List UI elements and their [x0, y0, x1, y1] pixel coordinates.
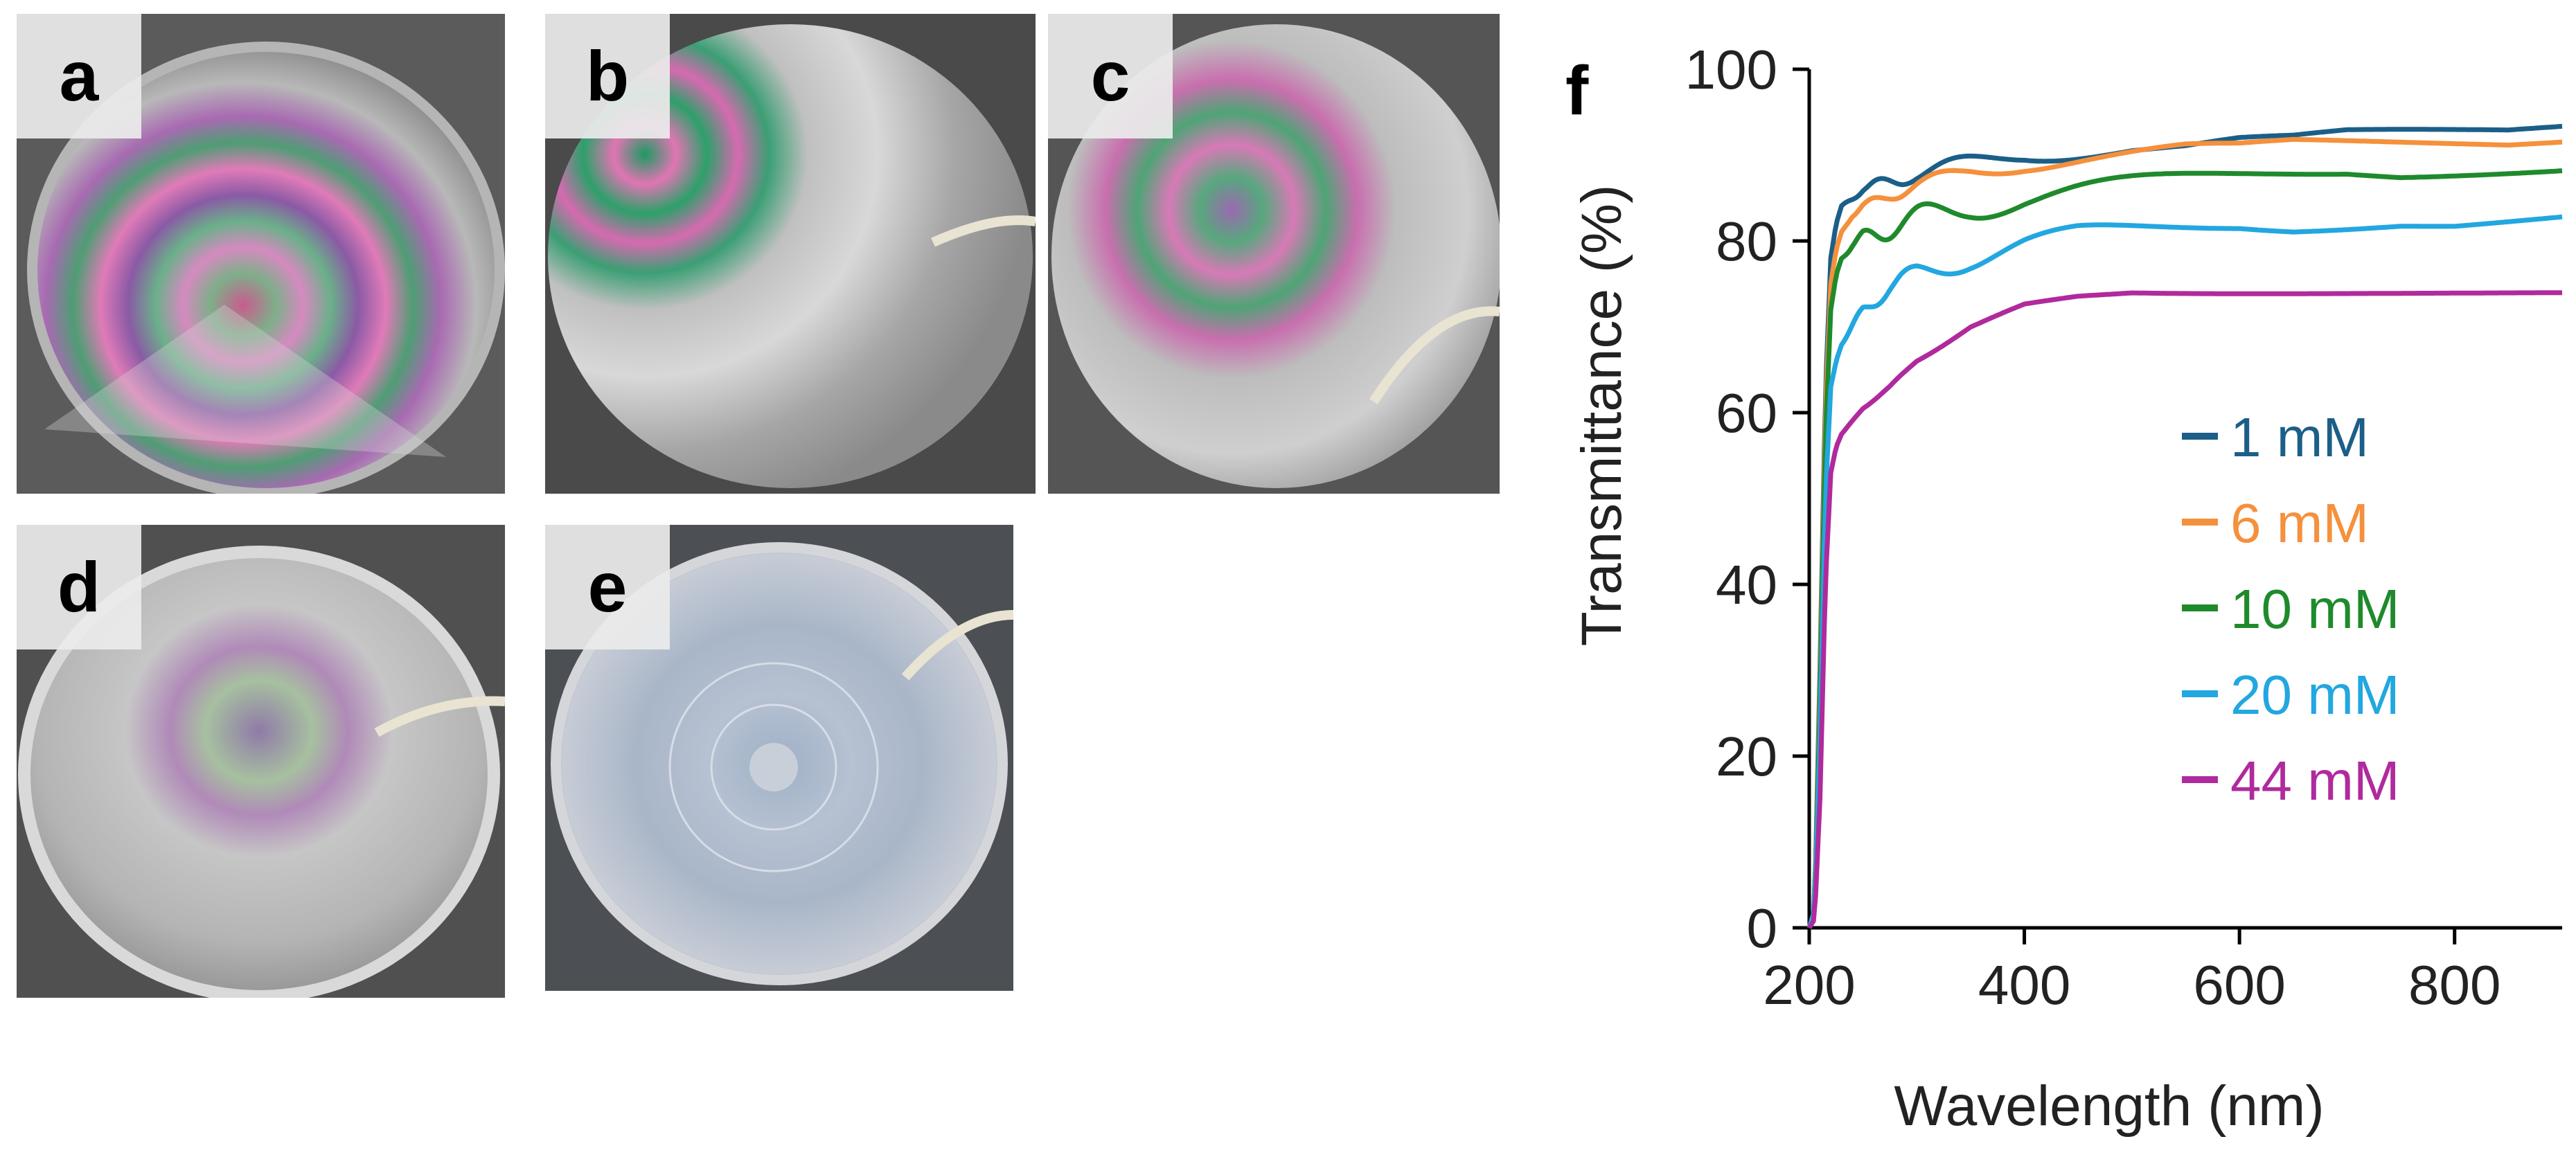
- transmittance-chart: f 0 20 40 60 80 100 200 400 600 800 Transmittanc…: [1565, 39, 2563, 1138]
- series-line-1: [1806, 136, 2563, 929]
- panel-label-box: [1048, 14, 1173, 138]
- legend-label-0: 1 mM: [2230, 406, 2369, 468]
- series-line-0: [1806, 123, 2563, 929]
- film-image: [545, 525, 1013, 991]
- panel-label-box: [17, 525, 141, 649]
- legend-label-4: 44 mM: [2230, 750, 2400, 811]
- panel-label-box: [545, 14, 670, 138]
- y-tick-label: 80: [1716, 210, 1777, 272]
- panel-label-f: f: [1565, 52, 1589, 129]
- series-line-3: [1806, 214, 2563, 929]
- y-tick-label: 60: [1716, 382, 1777, 444]
- legend-label-1: 6 mM: [2230, 492, 2369, 554]
- y-tick-label: 40: [1716, 554, 1777, 616]
- panel-label-d: d: [57, 548, 101, 627]
- photo-panel-a: a: [17, 14, 505, 494]
- y-tick-label: 0: [1747, 897, 1778, 959]
- panel-label-b: b: [585, 37, 630, 116]
- series-line-4: [1807, 290, 2563, 929]
- iridescent-film-image: [545, 14, 1036, 494]
- x-tick-label: 800: [2408, 954, 2501, 1016]
- photo-panel-d: d: [17, 525, 505, 998]
- x-axis-label: Wavelength (nm): [1894, 1075, 2324, 1138]
- panel-label-box: [545, 525, 670, 649]
- panel-label-c: c: [1090, 37, 1130, 116]
- y-tick-label: 100: [1685, 39, 1777, 100]
- y-axis-label: Transmittance (%): [1570, 185, 1633, 647]
- y-axis-ticks: 0 20 40 60 80 100: [1685, 39, 1809, 959]
- y-tick-label: 20: [1716, 726, 1777, 787]
- legend-label-2: 10 mM: [2230, 578, 2400, 640]
- photo-panel-e: e: [545, 525, 1013, 991]
- series-line-2: [1806, 168, 2563, 929]
- x-tick-label: 200: [1763, 954, 1855, 1016]
- photo-panel-b: b: [545, 14, 1036, 494]
- x-axis-ticks: 200 400 600 800: [1763, 928, 2501, 1016]
- panel-label-e: e: [587, 548, 628, 627]
- iridescent-film-image: [1048, 14, 1500, 494]
- panel-label-box: [17, 14, 141, 138]
- iridescent-film-image: [17, 14, 505, 494]
- iridescent-film-image: [17, 525, 505, 998]
- x-tick-label: 400: [1978, 954, 2070, 1016]
- legend: 1 mM 6 mM 10 mM 20 mM 44 mM: [2182, 406, 2400, 811]
- x-tick-label: 600: [2193, 954, 2285, 1016]
- series-lines: [1806, 123, 2563, 929]
- panel-label-a: a: [59, 37, 99, 116]
- photo-panel-c: c: [1048, 14, 1500, 494]
- legend-label-3: 20 mM: [2230, 664, 2400, 726]
